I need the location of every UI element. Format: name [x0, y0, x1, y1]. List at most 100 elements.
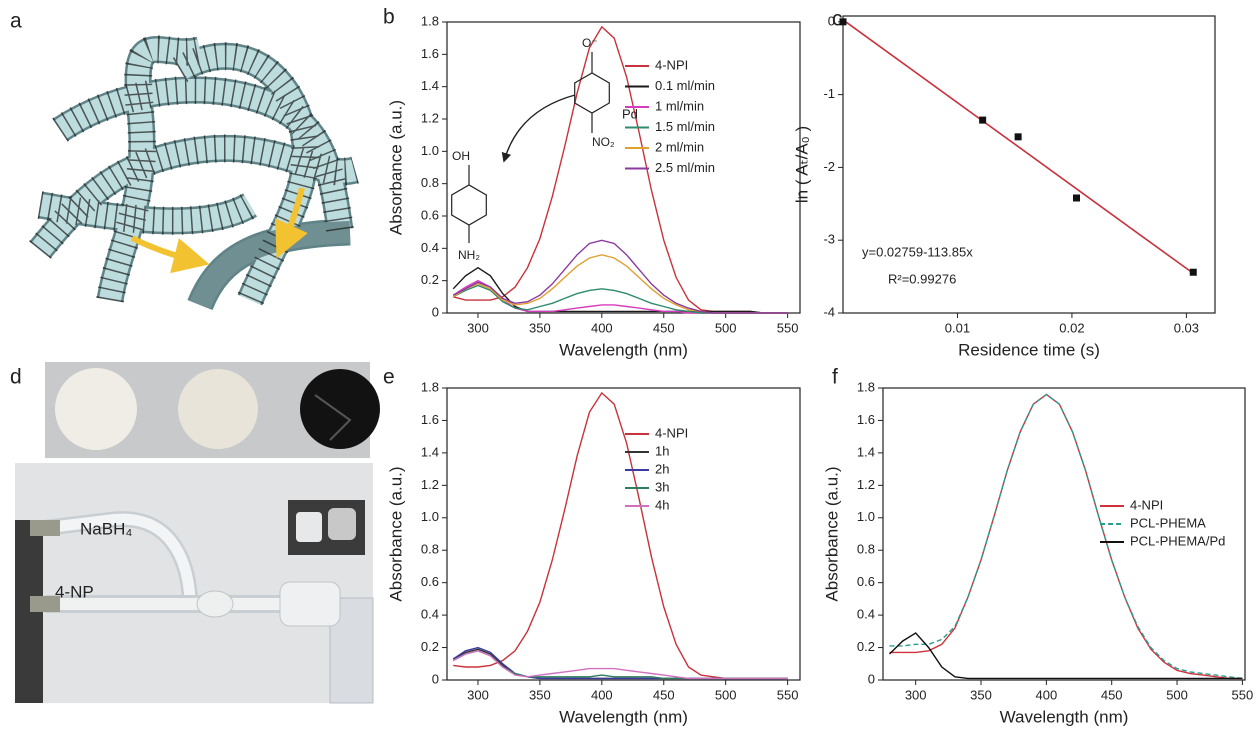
reaction-arrow: [501, 94, 576, 163]
annotation: O⁻: [582, 36, 598, 50]
legend-label: 1h: [655, 443, 669, 458]
y-tick-label: 0: [868, 671, 875, 686]
y-tick-label: 1.2: [421, 110, 439, 125]
x-tick-label: 350: [529, 320, 551, 335]
x-tick-label: 0.02: [1059, 320, 1084, 335]
panel-label: f: [832, 366, 838, 389]
legend-label: 4-NPI: [655, 57, 688, 72]
panel-label: e: [383, 366, 395, 389]
x-tick-label: 350: [529, 687, 551, 702]
y-tick-label: 1.6: [421, 46, 439, 61]
legend-label: 1.5 ml/min: [655, 119, 715, 134]
y-axis-label: Absorbance (a.u.): [822, 466, 841, 601]
molecule: [451, 165, 487, 243]
panel-label: b: [383, 6, 395, 29]
plot-frame: [842, 15, 1216, 314]
y-tick-label: 0: [432, 304, 439, 319]
y-tick-label: 1.8: [421, 379, 439, 394]
y-tick-label: 0.2: [857, 639, 875, 654]
annotation: R²=0.99276: [888, 271, 956, 286]
fiber-illustration: [29, 35, 359, 311]
legend-label: 2.5 ml/min: [655, 160, 715, 175]
y-tick-label: 1.8: [857, 379, 875, 394]
annotation: y=0.02759-113.85x: [862, 244, 973, 259]
x-tick-label: 0.03: [1174, 320, 1199, 335]
y-tick-label: 0.8: [421, 175, 439, 190]
legend-label: 0.1 ml/min: [655, 78, 715, 93]
annotation: Pd: [622, 106, 638, 121]
annotation: NH₂: [458, 248, 480, 262]
y-tick-label: 1.2: [421, 477, 439, 492]
legend-label: 1 ml/min: [655, 98, 704, 113]
y-tick-label: 1.6: [421, 412, 439, 427]
x-tick-label: 550: [777, 687, 799, 702]
y-tick-label: 1.4: [857, 444, 875, 459]
photo-label: NaBH₄: [80, 519, 132, 538]
data-point: [979, 116, 987, 124]
plot-frame: [446, 21, 801, 314]
y-tick-label: 0.8: [857, 542, 875, 557]
legend-label: 2h: [655, 461, 669, 476]
y-tick-label: 0.6: [421, 207, 439, 222]
y-tick-label: 1.0: [421, 509, 439, 524]
x-axis-label: Residence time (s): [958, 340, 1100, 359]
y-tick-label: 0.2: [421, 639, 439, 654]
spectrum-line: [453, 391, 788, 680]
photo-label: 4-NP: [55, 582, 94, 601]
x-tick-label: 300: [905, 687, 927, 702]
y-tick-label: 1.2: [857, 477, 875, 492]
plot-frame: [446, 387, 801, 681]
spectrum-line: [452, 266, 788, 314]
spectrum-line: [452, 239, 788, 314]
annotation: OH: [452, 149, 470, 163]
x-tick-label: 450: [1101, 687, 1123, 702]
legend-label: PCL-PHEMA/Pd: [1130, 533, 1225, 548]
x-tick-label: 300: [467, 687, 489, 702]
plot-frame: [882, 387, 1246, 681]
y-tick-label: 0.6: [857, 574, 875, 589]
x-tick-label: 500: [715, 320, 737, 335]
x-tick-label: 550: [777, 320, 799, 335]
legend-label: 3h: [655, 479, 669, 494]
x-axis-label: Wavelength (nm): [1000, 707, 1129, 726]
fit-line: [842, 19, 1194, 275]
y-axis-label: Absorbance (a.u.): [386, 100, 405, 235]
spectrum-line: [452, 646, 788, 680]
spectrum-line: [889, 632, 1243, 680]
y-tick-label: 0.6: [421, 574, 439, 589]
panel-label: c: [832, 8, 843, 31]
x-tick-label: 0.01: [945, 320, 970, 335]
photo: [15, 362, 380, 704]
x-tick-label: 550: [1232, 687, 1254, 702]
legend-label: 4-NPI: [655, 425, 688, 440]
x-tick-label: 300: [467, 320, 489, 335]
y-axis-label: Absorbance (a.u.): [386, 466, 405, 601]
legend-label: 4h: [655, 497, 669, 512]
data-point: [1014, 133, 1022, 141]
y-tick-label: -4: [823, 304, 835, 319]
y-tick-label: -2: [823, 159, 835, 174]
y-axis-label: ln ( Aₜ/A₀ ): [792, 126, 811, 203]
molecule: [574, 52, 610, 133]
y-tick-label: 0: [828, 13, 835, 28]
spectrum-line: [452, 254, 788, 314]
x-tick-label: 500: [715, 687, 737, 702]
y-tick-label: 1.0: [857, 509, 875, 524]
y-tick-label: 0: [432, 671, 439, 686]
x-tick-label: 400: [1036, 687, 1058, 702]
y-tick-label: 0.4: [421, 240, 439, 255]
y-tick-label: 0.8: [421, 542, 439, 557]
x-tick-label: 500: [1166, 687, 1188, 702]
data-point: [1189, 268, 1197, 276]
panel-label: d: [10, 366, 22, 389]
y-tick-label: -3: [823, 232, 835, 247]
y-tick-label: 1.4: [421, 444, 439, 459]
x-tick-label: 450: [653, 687, 675, 702]
x-axis-label: Wavelength (nm): [559, 707, 688, 726]
y-tick-label: 0.4: [421, 607, 439, 622]
panel-label: a: [10, 10, 22, 33]
legend-label: 4-NPI: [1130, 497, 1163, 512]
y-tick-label: 1.4: [421, 78, 439, 93]
spectrum-line: [452, 650, 788, 680]
